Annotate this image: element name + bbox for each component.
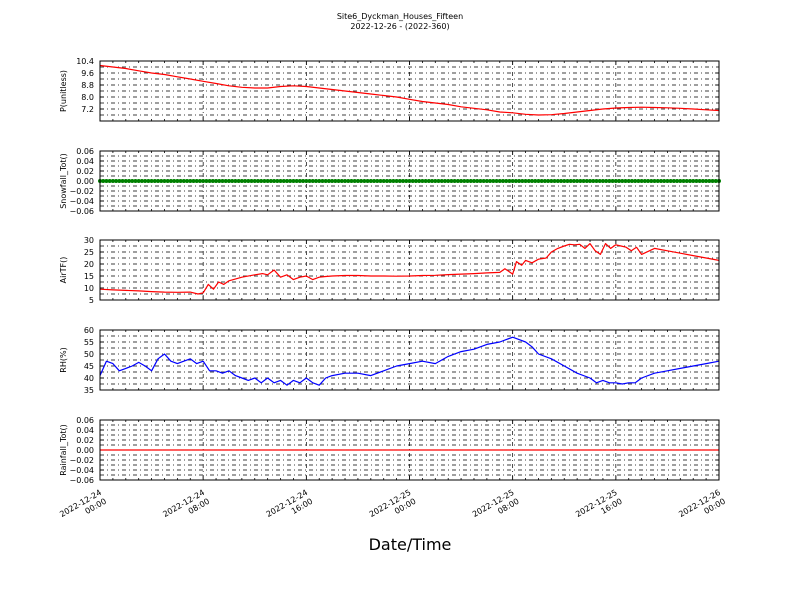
- panel-frame: [99, 150, 720, 212]
- y-axis-label: AirTF(): [59, 257, 68, 284]
- panel-frame: [99, 419, 720, 481]
- y-tick-label: −0.02: [69, 187, 94, 196]
- series-line: [99, 243, 720, 295]
- y-axis-label: RH(%): [59, 347, 68, 372]
- y-tick-label: −0.06: [69, 476, 94, 485]
- y-axis-label: P(unitless): [59, 70, 68, 112]
- x-tick-label: 2022-12-2600:00: [677, 488, 727, 528]
- y-axis-label: Rainfall_Tot(): [59, 424, 68, 476]
- y-tick-label: 5: [89, 296, 94, 305]
- y-tick-label: 0.00: [76, 177, 94, 186]
- y-tick-label: 0.02: [76, 167, 94, 176]
- y-tick-label: 25: [84, 248, 94, 257]
- x-tick-label: 2022-12-2400:00: [58, 488, 108, 528]
- panel-2: 0.060.040.020.00−0.02−0.04−0.06Snowfall_…: [59, 147, 721, 216]
- x-tick-label: 2022-12-2508:00: [471, 488, 521, 528]
- y-tick-label: 60: [84, 326, 94, 335]
- x-tick-label: 2022-12-2416:00: [265, 488, 315, 528]
- y-tick-label: 35: [84, 386, 94, 395]
- y-tick-label: 40: [84, 374, 94, 383]
- y-tick-label: 55: [84, 338, 94, 347]
- y-tick-label: −0.06: [69, 207, 94, 216]
- y-tick-label: 0.06: [76, 147, 94, 156]
- x-tick-label: 2022-12-2500:00: [368, 488, 418, 528]
- panel-5: 0.060.040.020.00−0.02−0.04−0.06Rainfall_…: [59, 416, 720, 485]
- y-tick-label: 30: [84, 236, 94, 245]
- panel-4: 60 55 50 45 40 35 RH(%): [59, 326, 720, 395]
- panel-frame: [99, 329, 720, 391]
- y-tick-label: 0.04: [76, 157, 94, 166]
- series-line: [99, 64, 720, 116]
- x-tick-label: 2022-12-2408:00: [161, 488, 211, 528]
- y-tick-label: 10.4: [76, 57, 94, 66]
- y-tick-label: 0.00: [76, 446, 94, 455]
- y-tick-label: 9.6: [81, 69, 94, 78]
- y-tick-label: −0.02: [69, 456, 94, 465]
- x-tick-labels: 2022-12-2400:00 2022-12-2408:00 2022-12-24…: [58, 488, 727, 528]
- chart-subtitle: 2022-12-26 - (2022-360): [350, 22, 449, 31]
- y-tick-label: 45: [84, 362, 94, 371]
- y-tick-label: 0.06: [76, 416, 94, 425]
- y-tick-label: −0.04: [69, 466, 94, 475]
- panels: 10.49.68.88.07.2P(unitless)0.060.040.020…: [59, 57, 721, 485]
- chart-title: Site6_Dyckman_Houses_Fifteen: [337, 12, 463, 21]
- x-axis-label: Date/Time: [369, 535, 452, 554]
- y-tick-label: 0.04: [76, 426, 94, 435]
- y-tick-label: 0.02: [76, 436, 94, 445]
- y-axis-label: Snowfall_Tot(): [59, 153, 68, 209]
- y-tick-label: 50: [84, 350, 94, 359]
- panel-frame: [99, 60, 720, 122]
- y-tick-label: −0.04: [69, 197, 94, 206]
- y-tick-label: 10: [84, 284, 94, 293]
- y-tick-label: 8.0: [81, 93, 94, 102]
- y-tick-label: 8.8: [81, 81, 94, 90]
- y-tick-label: 15: [84, 272, 94, 281]
- y-tick-label: 7.2: [81, 105, 94, 114]
- series-line: [99, 336, 720, 386]
- panel-1: 10.4 9.6 8.8 8.0 7.2 P(unitless): [59, 57, 720, 122]
- x-tick-label: 2022-12-2516:00: [574, 488, 624, 528]
- y-tick-label: 20: [84, 260, 94, 269]
- panel-3: 30 25 20 15 10 5 AirTF(): [59, 236, 720, 305]
- panel-frame: [99, 239, 720, 301]
